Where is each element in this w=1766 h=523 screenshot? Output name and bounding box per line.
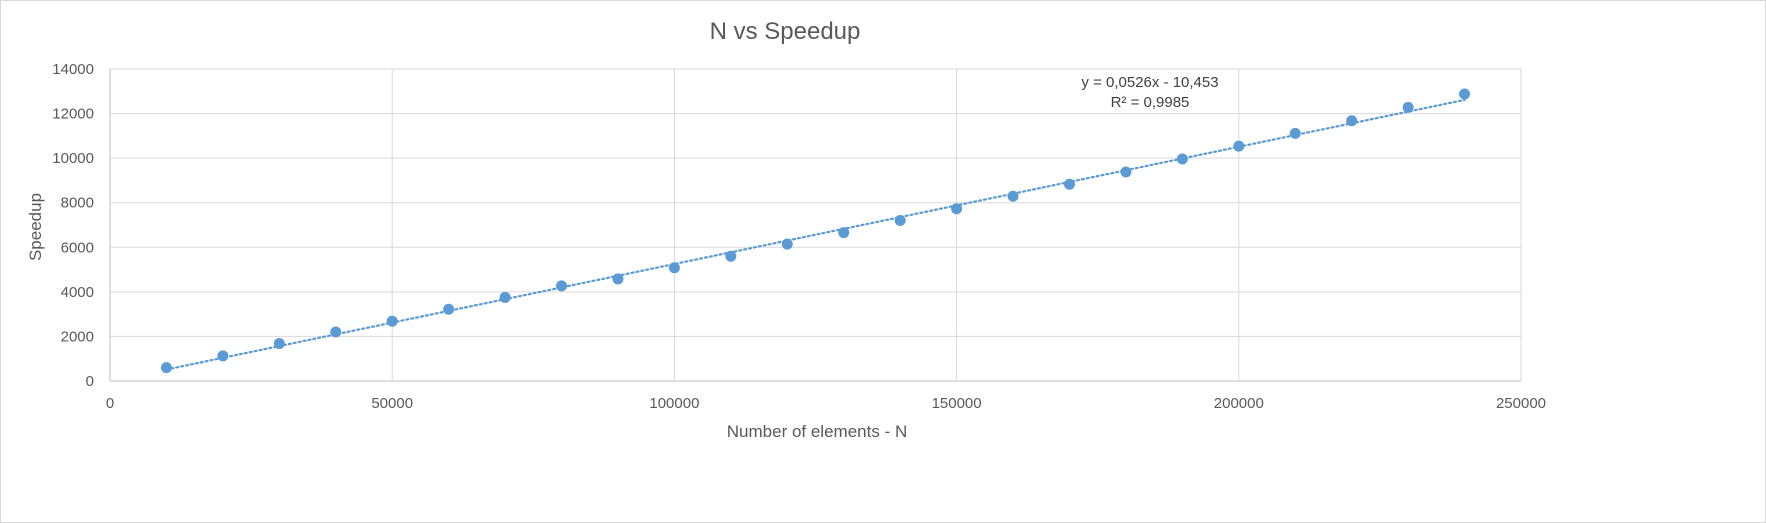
y-tick-label: 2000: [61, 328, 94, 345]
data-point: [1459, 88, 1471, 100]
data-point: [499, 291, 511, 303]
tick-labels: 0 2000 4000 6000 8000 10000 12000 14000 0 50000 10…: [52, 61, 1546, 412]
data-point: [1120, 166, 1132, 178]
y-axis-title: Speedup: [26, 193, 45, 261]
data-point: [443, 303, 455, 315]
y-tick-label: 0: [86, 373, 94, 390]
data-point: [1063, 178, 1075, 190]
data-point: [951, 203, 963, 215]
x-tick-label: 0: [106, 395, 114, 412]
data-point: [1007, 190, 1019, 202]
x-tick-label: 50000: [371, 395, 413, 412]
x-tick-label: 100000: [649, 395, 699, 412]
gridlines: [110, 68, 1522, 381]
data-point: [160, 362, 172, 374]
y-tick-label: 14000: [52, 61, 94, 78]
x-tick-label: 250000: [1496, 395, 1546, 412]
y-tick-label: 10000: [52, 150, 94, 167]
data-point: [1289, 127, 1301, 139]
data-point: [556, 280, 568, 292]
data-point: [725, 250, 737, 262]
data-point: [894, 215, 906, 227]
data-point: [386, 315, 398, 327]
data-point: [330, 326, 342, 338]
x-axis-title: Number of elements - N: [727, 422, 907, 441]
trendline-r-squared: R² = 0,9985: [1111, 94, 1190, 111]
data-point: [668, 262, 680, 274]
chart-title: N vs Speedup: [710, 18, 861, 45]
data-point: [1233, 140, 1245, 152]
trendline-layer: [165, 98, 1466, 371]
data-point: [217, 350, 229, 362]
x-tick-label: 150000: [932, 395, 982, 412]
data-points: [160, 88, 1471, 374]
y-tick-label: 6000: [61, 239, 94, 256]
data-point: [612, 273, 624, 285]
data-point: [1346, 115, 1358, 127]
y-tick-label: 12000: [52, 106, 94, 123]
x-tick-label: 200000: [1214, 395, 1264, 412]
y-tick-label: 8000: [61, 195, 94, 212]
data-point: [1176, 153, 1188, 165]
axes: [109, 69, 1521, 382]
trendline: [165, 98, 1466, 371]
data-point: [273, 338, 285, 350]
data-point: [1402, 101, 1414, 113]
data-point: [838, 227, 850, 239]
y-tick-label: 4000: [61, 284, 94, 301]
data-point: [781, 238, 793, 250]
trendline-equation: y = 0,0526x - 10,453: [1081, 74, 1218, 91]
